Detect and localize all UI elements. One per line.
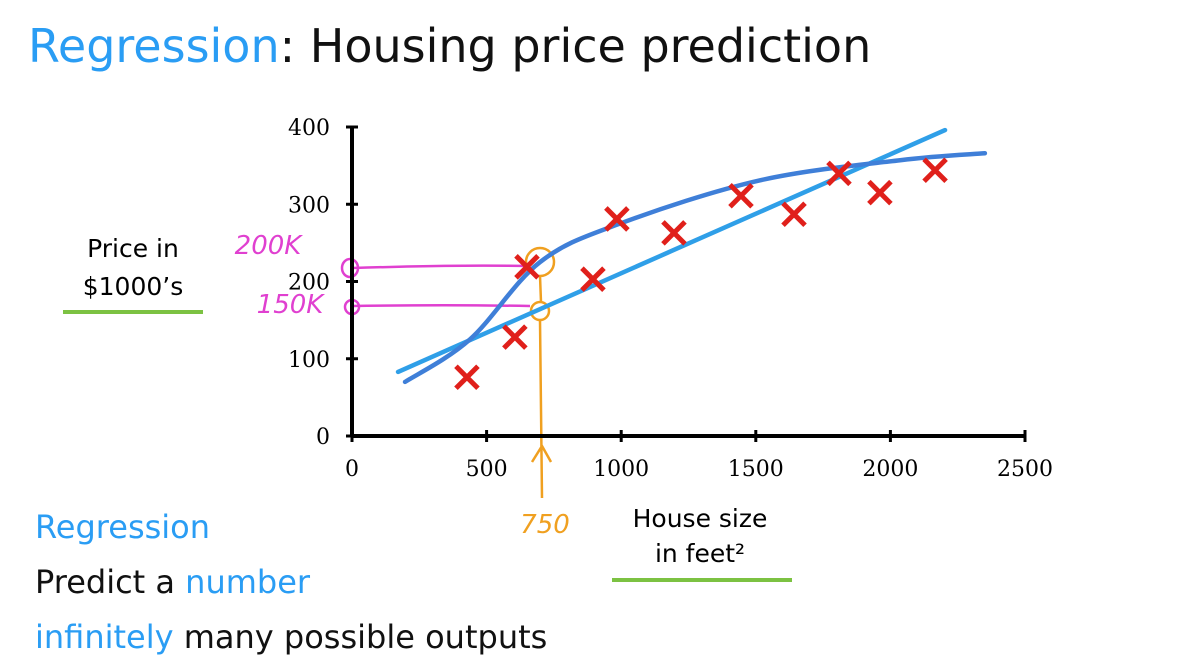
data-point — [826, 160, 852, 187]
x-tick-label: 1500 — [728, 457, 784, 482]
plain: Predict a — [35, 563, 185, 601]
y-tick-label: 100 — [288, 348, 330, 373]
x-label: House size — [633, 504, 768, 533]
plain: many possible outputs — [174, 618, 548, 656]
data-point — [922, 157, 948, 184]
data-point — [781, 201, 807, 228]
annotation: 200K — [235, 231, 304, 261]
x-tick-label: 0 — [345, 457, 359, 482]
highlight: infinitely — [35, 618, 174, 656]
highlight: number — [185, 563, 311, 601]
orange-arrow — [530, 275, 553, 499]
data-point — [728, 182, 754, 209]
data-point — [454, 364, 480, 391]
data-point — [580, 266, 606, 292]
x-tick-label: 2000 — [862, 457, 918, 482]
y-label: $1000’s — [83, 272, 184, 301]
fit-line — [395, 127, 948, 375]
slide-title: Regression: Housing price prediction — [28, 19, 871, 73]
title-rest: : Housing price prediction — [280, 19, 872, 73]
x-label: in feet² — [655, 539, 745, 568]
x-tick-label: 500 — [466, 457, 508, 482]
y-label: Price in — [87, 234, 179, 263]
data-point — [514, 254, 540, 280]
x-tick-label: 1000 — [593, 457, 649, 482]
x-tick-label: 2500 — [997, 457, 1053, 482]
pink-line — [351, 264, 531, 270]
notes-line: infinitely many possible outputs — [35, 618, 547, 656]
y-tick-label: 0 — [316, 425, 330, 450]
data-point — [661, 220, 687, 246]
y-tick-label: 400 — [288, 116, 330, 141]
title-highlight: Regression — [28, 19, 280, 73]
annotation: 750 — [520, 510, 570, 540]
notes-heading: Regression — [35, 508, 210, 546]
data-point — [867, 179, 893, 206]
pink-line — [351, 304, 531, 308]
annotations — [340, 246, 556, 499]
y-tick-label: 300 — [288, 193, 330, 218]
data-point — [604, 206, 630, 232]
fit-line — [402, 151, 988, 385]
data-point — [502, 324, 528, 350]
y-tick-label: 200 — [288, 271, 330, 296]
annotation: 150K — [257, 290, 326, 320]
notes-line: Predict a number — [35, 563, 311, 601]
